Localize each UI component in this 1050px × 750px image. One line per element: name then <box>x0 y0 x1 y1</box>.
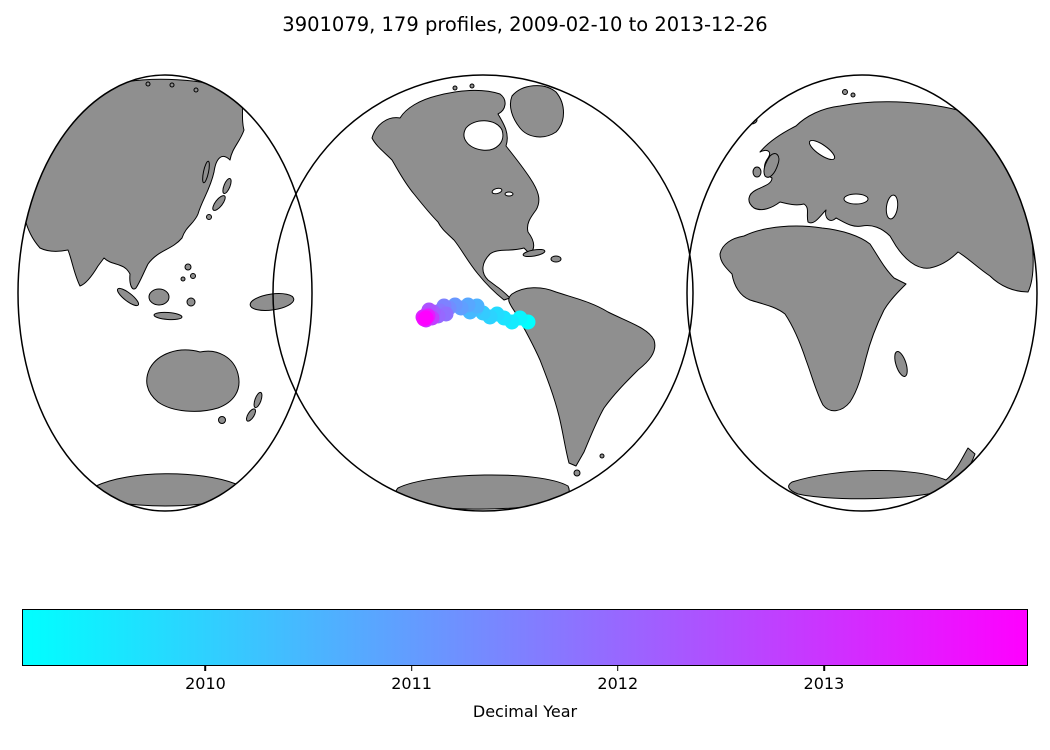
colorbar-tick <box>616 666 619 671</box>
island-svalbard <box>842 89 848 95</box>
lobe-outline-left <box>17 74 313 512</box>
island-japan <box>222 177 232 195</box>
island-britain <box>763 153 780 178</box>
colorbar-tick-label: 2010 <box>185 674 226 693</box>
island-sakhalin <box>202 160 210 184</box>
lobe-outline-right <box>686 74 1038 512</box>
island-philippines <box>190 273 196 279</box>
arctic-island <box>145 81 151 87</box>
arctic-island <box>469 83 475 89</box>
island-madagascar <box>894 351 908 377</box>
hudson-bay <box>463 120 504 151</box>
island-sumatra <box>116 287 140 307</box>
island-tierra-del-fuego <box>573 469 581 477</box>
island-sulawesi <box>186 297 196 307</box>
colorbar-tick-label: 2013 <box>803 674 845 693</box>
colorbar-gradient <box>22 609 1028 666</box>
island-tasmania <box>218 416 226 424</box>
island-greenland <box>509 85 564 138</box>
island-hispaniola <box>550 255 562 263</box>
island-philippines <box>180 276 186 282</box>
colorbar-tick <box>204 666 207 671</box>
great-lakes <box>491 187 503 195</box>
island-japan <box>212 195 226 211</box>
baltic-sea <box>808 139 836 161</box>
figure-title: 3901079, 179 profiles, 2009-02-10 to 201… <box>282 13 768 36</box>
continent-australia <box>146 349 240 412</box>
island-philippines <box>184 263 192 271</box>
island-borneo <box>148 288 170 306</box>
colorbar-tick <box>410 666 413 671</box>
island-cuba <box>522 248 546 258</box>
island-falkland <box>599 453 605 459</box>
colorbar-tick-label: 2011 <box>391 674 432 693</box>
colorbar-axis-label: Decimal Year <box>472 702 578 721</box>
projection-lobe-outlines <box>17 74 1038 512</box>
island-new-zealand <box>246 408 256 422</box>
red-sea <box>872 241 900 275</box>
island-new-zealand <box>253 391 263 409</box>
island-ireland <box>752 166 762 178</box>
arctic-island <box>193 87 199 93</box>
arctic-island <box>452 85 458 91</box>
island-java <box>153 311 183 321</box>
trajectory-point <box>418 310 434 326</box>
colorbar-tick <box>823 666 825 671</box>
colorbar-tick-label: 2012 <box>597 674 639 693</box>
black-sea <box>843 193 869 205</box>
float-trajectory <box>415 297 536 330</box>
continent-africa <box>719 225 907 412</box>
arctic-island <box>169 82 175 88</box>
caspian-sea <box>885 194 899 220</box>
island-japan <box>206 214 212 220</box>
land-group <box>22 78 1034 510</box>
great-lakes <box>504 191 514 197</box>
island-svalbard <box>850 92 856 98</box>
continent-south-america <box>508 287 656 467</box>
lobe-outline-middle <box>272 74 694 512</box>
